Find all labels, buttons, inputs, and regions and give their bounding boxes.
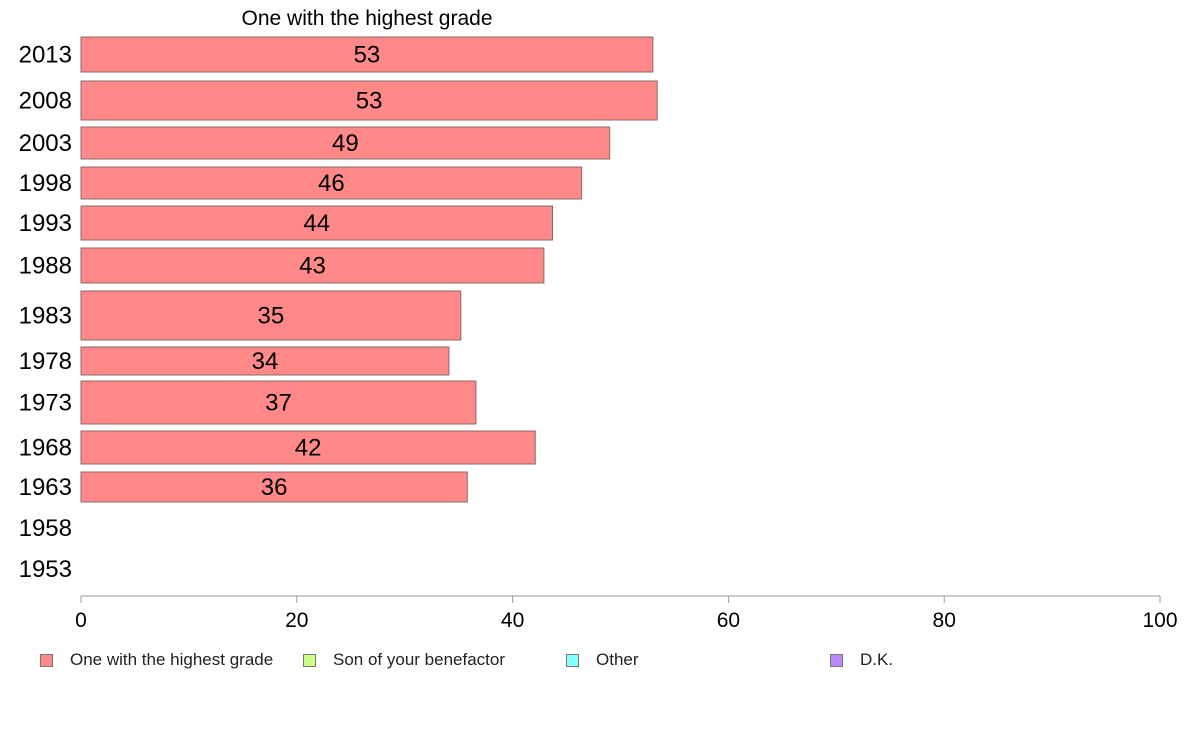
- legend-label-dk: D.K.: [860, 650, 894, 669]
- legend-item-benefactor: Son of your benefactor: [303, 650, 505, 670]
- y-tick-label-1993: 1993: [19, 210, 72, 237]
- bar-value-label-1973: 37: [265, 390, 292, 417]
- bar-1963: [80, 471, 468, 503]
- bar-value-label-1978: 34: [252, 348, 279, 375]
- x-tick-label-80: 80: [933, 609, 956, 632]
- x-tick-label-0: 0: [75, 609, 87, 632]
- y-tick-label-1973: 1973: [19, 390, 72, 417]
- bar-2003: [80, 126, 611, 160]
- y-tick-label-1958: 1958: [19, 515, 72, 542]
- legend: One with the highest grade Son of your b…: [40, 650, 1180, 672]
- y-tick-label-1983: 1983: [19, 303, 72, 330]
- bar-1968: [80, 430, 536, 465]
- legend-swatch-other: [566, 653, 579, 667]
- bar-value-label-1993: 44: [303, 210, 330, 237]
- y-tick-label-2008: 2008: [19, 88, 72, 115]
- bar-2013: [80, 36, 654, 73]
- chart-title: One with the highest grade: [242, 7, 493, 30]
- legend-item-dk: D.K.: [830, 650, 893, 670]
- bar-value-label-2008: 53: [356, 88, 383, 115]
- bar-value-label-1963: 36: [261, 474, 288, 501]
- bar-value-label-2013: 53: [354, 42, 381, 69]
- bar-value-label-1968: 42: [295, 435, 322, 462]
- bar-1998: [80, 166, 583, 200]
- bar-value-label-1983: 35: [258, 303, 285, 330]
- legend-item-other: Other: [566, 650, 639, 670]
- x-tick-label-20: 20: [285, 609, 308, 632]
- legend-swatch-highest-grade: [40, 653, 53, 667]
- x-axis: 0 20 40 60 80 100: [75, 595, 1178, 632]
- y-tick-label-1998: 1998: [19, 170, 72, 197]
- y-tick-label-2013: 2013: [19, 42, 72, 69]
- legend-label-benefactor: Son of your benefactor: [333, 650, 506, 669]
- bar-value-label-1998: 46: [318, 170, 345, 197]
- x-tick-label-40: 40: [501, 609, 524, 632]
- bar-1983: [80, 290, 462, 341]
- bar-1988: [80, 247, 545, 284]
- x-tick-label-100: 100: [1142, 609, 1177, 632]
- legend-swatch-dk: [830, 653, 843, 667]
- bar-1978: [80, 346, 450, 376]
- y-axis-labels: 2013 2008 2003 1998 1993 1988 1983 1978 1973 1968…: [19, 42, 72, 584]
- x-tick-label-60: 60: [717, 609, 740, 632]
- legend-swatch-benefactor: [303, 653, 316, 667]
- bar-value-label-2003: 49: [332, 130, 359, 157]
- bar-2008: [80, 80, 658, 121]
- y-tick-label-1968: 1968: [19, 435, 72, 462]
- legend-label-highest-grade: One with the highest grade: [70, 650, 274, 669]
- y-tick-label-1953: 1953: [19, 556, 72, 583]
- bar-1993: [80, 205, 554, 241]
- y-tick-label-2003: 2003: [19, 130, 72, 157]
- y-tick-label-1978: 1978: [19, 348, 72, 375]
- y-tick-label-1963: 1963: [19, 474, 72, 501]
- bar-value-label-1988: 43: [299, 253, 326, 280]
- legend-label-other: Other: [596, 650, 639, 669]
- legend-item-highest-grade: One with the highest grade: [40, 650, 273, 670]
- bar-1973: [80, 380, 477, 425]
- y-tick-label-1988: 1988: [19, 253, 72, 280]
